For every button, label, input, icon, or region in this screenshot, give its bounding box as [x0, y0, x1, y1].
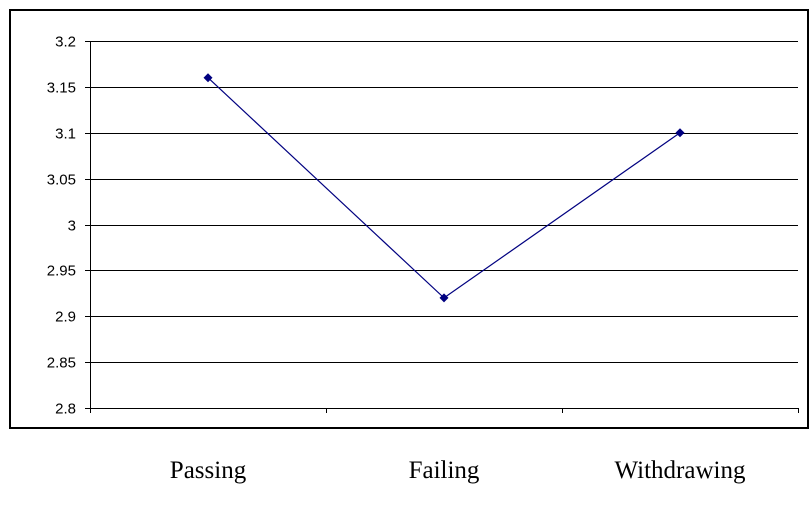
- y-tick-labels: 2.8 2.85 2.9 2.95 3 3.05 3.1 3.15 3.2: [47, 34, 76, 418]
- y-tick-label: 3.1: [55, 126, 76, 143]
- x-category-label: Failing: [409, 457, 480, 484]
- data-point-marker: [439, 293, 449, 303]
- data-point-marker: [203, 73, 213, 83]
- y-tick-label: 3.05: [47, 172, 76, 189]
- y-tick-label: 2.8: [55, 401, 76, 418]
- y-tick-label: 2.9: [55, 309, 76, 326]
- series-markers: [203, 73, 685, 303]
- y-tick-label: 2.85: [47, 355, 76, 372]
- y-tick-label: 3: [68, 218, 76, 235]
- chart-frame: [9, 9, 809, 429]
- y-tick-label: 2.95: [47, 263, 76, 280]
- x-category-label: Withdrawing: [615, 457, 746, 484]
- category-labels: Passing Failing Withdrawing: [170, 457, 746, 484]
- data-point-marker: [675, 128, 685, 138]
- y-tick-label: 3.2: [55, 34, 76, 51]
- y-tick-label: 3.15: [47, 80, 76, 97]
- x-category-label: Passing: [170, 457, 247, 484]
- gridlines: [90, 41, 798, 363]
- axes: [85, 41, 799, 413]
